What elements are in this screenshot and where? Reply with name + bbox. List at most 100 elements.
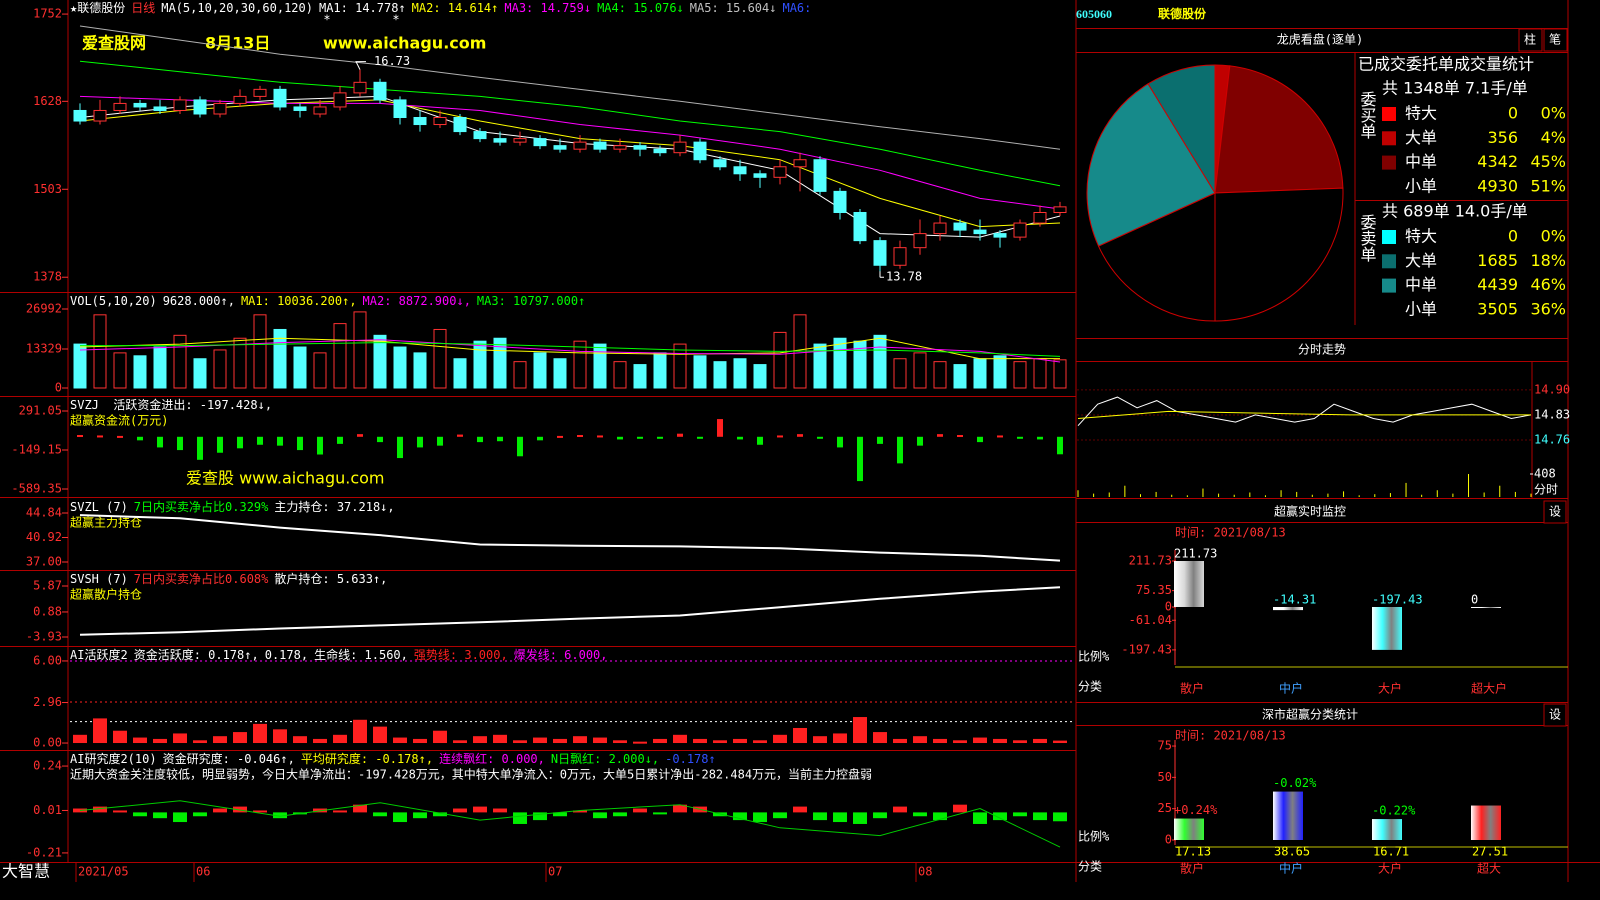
y-tick-label: 40.92 [26, 530, 62, 544]
y-tick-label: 291.05 [19, 404, 62, 418]
indicator-bar [973, 737, 987, 744]
indicator-bar [1053, 812, 1067, 822]
candle-body [673, 141, 687, 154]
time-label: 2021/05 [78, 865, 129, 879]
indicator-bar [897, 436, 903, 464]
ma-line [79, 25, 1061, 150]
candle-body [633, 145, 647, 150]
indicator-bar [673, 804, 687, 813]
ma-line [79, 60, 1061, 187]
indicator-bar [497, 436, 503, 442]
volume-bar [473, 340, 487, 389]
button-label[interactable]: 柱 [1524, 32, 1536, 47]
settings-label[interactable]: 设 [1549, 708, 1561, 722]
indicator-bar [913, 736, 927, 744]
y-tick-label: 75.35 [1136, 583, 1172, 597]
indicator-bar [737, 436, 743, 440]
indicator-bar [493, 734, 507, 744]
panel-header: ★联德股份 日线 MA(5,10,20,30,60,120) MA1: 14.778↑… [70, 0, 811, 15]
indicator-bar [633, 741, 647, 744]
indicator-line [79, 800, 1061, 848]
settings-button[interactable] [1543, 500, 1567, 524]
indicator-bar [193, 740, 207, 744]
volume-bar [353, 311, 367, 389]
legend-swatch [1382, 179, 1396, 194]
volume-bar [213, 349, 227, 389]
y-tick-label: -197.43 [1121, 642, 1172, 656]
indicator-bar [173, 733, 187, 744]
volume-bar [733, 358, 747, 389]
indicator-bar [253, 723, 267, 744]
header-item: 平均研究度: -0.178↑, [301, 751, 433, 766]
value-label: 38.65 [1274, 845, 1310, 859]
indicator-bar [857, 436, 863, 482]
indicator-bar [313, 738, 327, 744]
header-item: -0.178↑ [665, 752, 716, 766]
candle-body [153, 106, 167, 111]
candle-body [293, 106, 307, 111]
header-item: AI研究度2(10) [70, 751, 157, 766]
header-item: MA3: 14.759↓ [504, 1, 591, 15]
candle-body [713, 159, 727, 168]
button[interactable] [1543, 28, 1568, 52]
indicator-bar [993, 738, 1007, 744]
indicator-bar [1013, 812, 1027, 817]
volume-bar [133, 355, 147, 389]
button-label[interactable]: 笔 [1549, 32, 1561, 47]
indicator-bar [1057, 436, 1063, 455]
y-tick-label: 26992 [26, 302, 62, 316]
indicator-bar [773, 734, 787, 744]
legend-swatch [1382, 155, 1396, 170]
candle-body [893, 247, 907, 266]
indicator-bar [417, 436, 423, 448]
row-pct: 36% [1530, 299, 1566, 318]
header-item: MA(5,10,20,30,60,120) [161, 1, 313, 15]
y-tick-label: 13329 [26, 341, 62, 355]
annotation-pointer [879, 271, 884, 278]
indicator-bar [953, 740, 967, 744]
indicator-bar [517, 436, 523, 457]
indicator-bar [793, 727, 807, 744]
indicator-bar [553, 812, 567, 817]
volume-bar [753, 364, 767, 389]
legend-swatch [1382, 131, 1396, 146]
settings-button[interactable] [1543, 703, 1567, 727]
bar [1174, 818, 1204, 841]
category-label: 超大户 [1471, 681, 1507, 696]
row-name: 大单 [1405, 251, 1437, 270]
header-item: MA1: 14.778↑ [319, 1, 406, 15]
y-tick-label: 0 [55, 381, 62, 395]
indicator-bar [633, 808, 647, 813]
volume-bar [833, 337, 847, 389]
candle-body [453, 117, 467, 133]
indicator-bar [273, 729, 287, 744]
indicator-bar [73, 734, 87, 744]
value-label: 211.73 [1174, 547, 1217, 561]
row-pct: 51% [1530, 176, 1566, 195]
indicator-bar [533, 737, 547, 744]
indicator-bar [557, 435, 563, 438]
header-item: 资金活跃度: 0.178↑, [134, 647, 259, 662]
volume-bar [893, 358, 907, 389]
panel-subheader: 超赢主力持仓 [70, 515, 142, 530]
indicator-bar [533, 812, 547, 821]
candle-body [93, 109, 107, 122]
volume-bar [713, 361, 727, 389]
indicator-bar [617, 436, 623, 440]
header-item: N日飘红: 2.000↓, [551, 751, 659, 766]
indicator-bar [933, 812, 947, 821]
category-label: 散户 [1180, 681, 1204, 696]
header-item: 7日内买卖净占比0.329% [134, 499, 269, 514]
indicator-bar [453, 740, 467, 744]
value-label: -197.43 [1372, 592, 1423, 606]
indicator-bar [733, 738, 747, 744]
volume-bar [373, 334, 387, 389]
indicator-bar [153, 738, 167, 744]
volume-bar [593, 343, 607, 389]
button[interactable] [1518, 28, 1543, 52]
indicator-bar [677, 433, 683, 437]
settings-label[interactable]: 设 [1549, 505, 1561, 519]
